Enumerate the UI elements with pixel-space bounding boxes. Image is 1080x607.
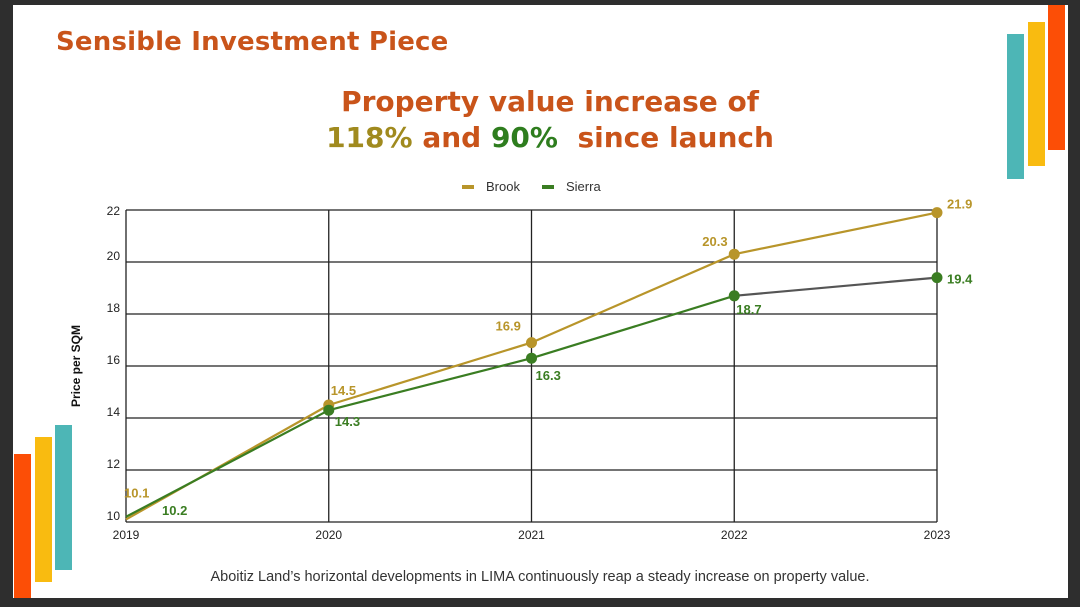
x-tick-label: 2021 — [518, 528, 545, 542]
data-point-sierra — [526, 352, 537, 364]
y-tick-label: 16 — [107, 353, 121, 367]
x-tick-label: 2022 — [721, 528, 748, 542]
data-label-brook: 16.9 — [496, 319, 521, 334]
accent-bar-teal-top — [1007, 34, 1024, 179]
legend-label-brook: Brook — [486, 179, 520, 194]
y-tick-label: 18 — [107, 301, 121, 315]
series-line-brook — [734, 211, 938, 256]
series-line-sierra — [125, 409, 330, 518]
accent-bar-yellow-bottom — [35, 437, 52, 582]
legend-swatch-sierra — [542, 185, 554, 189]
data-point-sierra — [728, 290, 740, 302]
data-label-sierra: 10.2 — [162, 503, 187, 518]
data-label-brook: 14.5 — [331, 383, 356, 398]
series-line-sierra — [531, 294, 735, 360]
data-point-sierra — [931, 272, 943, 284]
series-line-brook — [531, 253, 735, 344]
data-label-sierra: 18.7 — [736, 302, 761, 317]
series-line-sierra — [734, 276, 938, 297]
data-label-brook: 21.9 — [947, 197, 972, 212]
accent-bar-orange-bottom — [14, 454, 31, 598]
y-tick-label: 20 — [107, 249, 121, 263]
x-tick-label: 2019 — [113, 528, 140, 542]
headline-and: and — [422, 121, 482, 154]
accent-bar-teal-bottom — [55, 425, 72, 570]
headline: Property value increase of 118% and 90% … — [300, 84, 800, 156]
data-point-brook — [526, 337, 537, 349]
data-point-brook — [931, 207, 943, 219]
series-line-brook — [328, 341, 532, 407]
sierra-increase: 90% — [490, 121, 558, 154]
data-point-brook — [728, 248, 740, 260]
brook-increase: 118% — [326, 121, 413, 154]
data-point-sierra — [323, 404, 335, 416]
data-label-sierra: 14.3 — [335, 414, 360, 429]
data-label-brook: 20.3 — [702, 234, 727, 249]
accent-bar-yellow-top — [1028, 22, 1045, 166]
headline-line1: Property value increase of — [341, 85, 759, 118]
headline-line2: 118% and 90% since launch — [300, 120, 800, 156]
caption: Aboitiz Land’s horizontal developments i… — [210, 569, 870, 585]
y-tick-label: 22 — [107, 204, 121, 218]
accent-bar-orange-top — [1048, 5, 1065, 150]
legend-swatch-brook — [462, 185, 474, 189]
series-line-sierra — [328, 357, 532, 412]
series-line-brook — [125, 404, 330, 521]
slide — [13, 5, 1068, 598]
headline-suffix: since launch — [577, 121, 774, 154]
slide-title: Sensible Investment Piece — [56, 27, 449, 57]
y-axis-label: Price per SQM — [69, 325, 83, 407]
legend-label-sierra: Sierra — [566, 179, 601, 194]
data-label-sierra: 19.4 — [947, 272, 973, 287]
y-tick-label: 12 — [107, 457, 121, 471]
x-tick-label: 2023 — [924, 528, 951, 542]
data-label-sierra: 16.3 — [536, 368, 561, 383]
x-tick-label: 2020 — [315, 528, 342, 542]
y-tick-label: 10 — [107, 509, 121, 523]
data-label-brook: 10.1 — [124, 485, 149, 500]
y-tick-label: 14 — [107, 405, 121, 419]
